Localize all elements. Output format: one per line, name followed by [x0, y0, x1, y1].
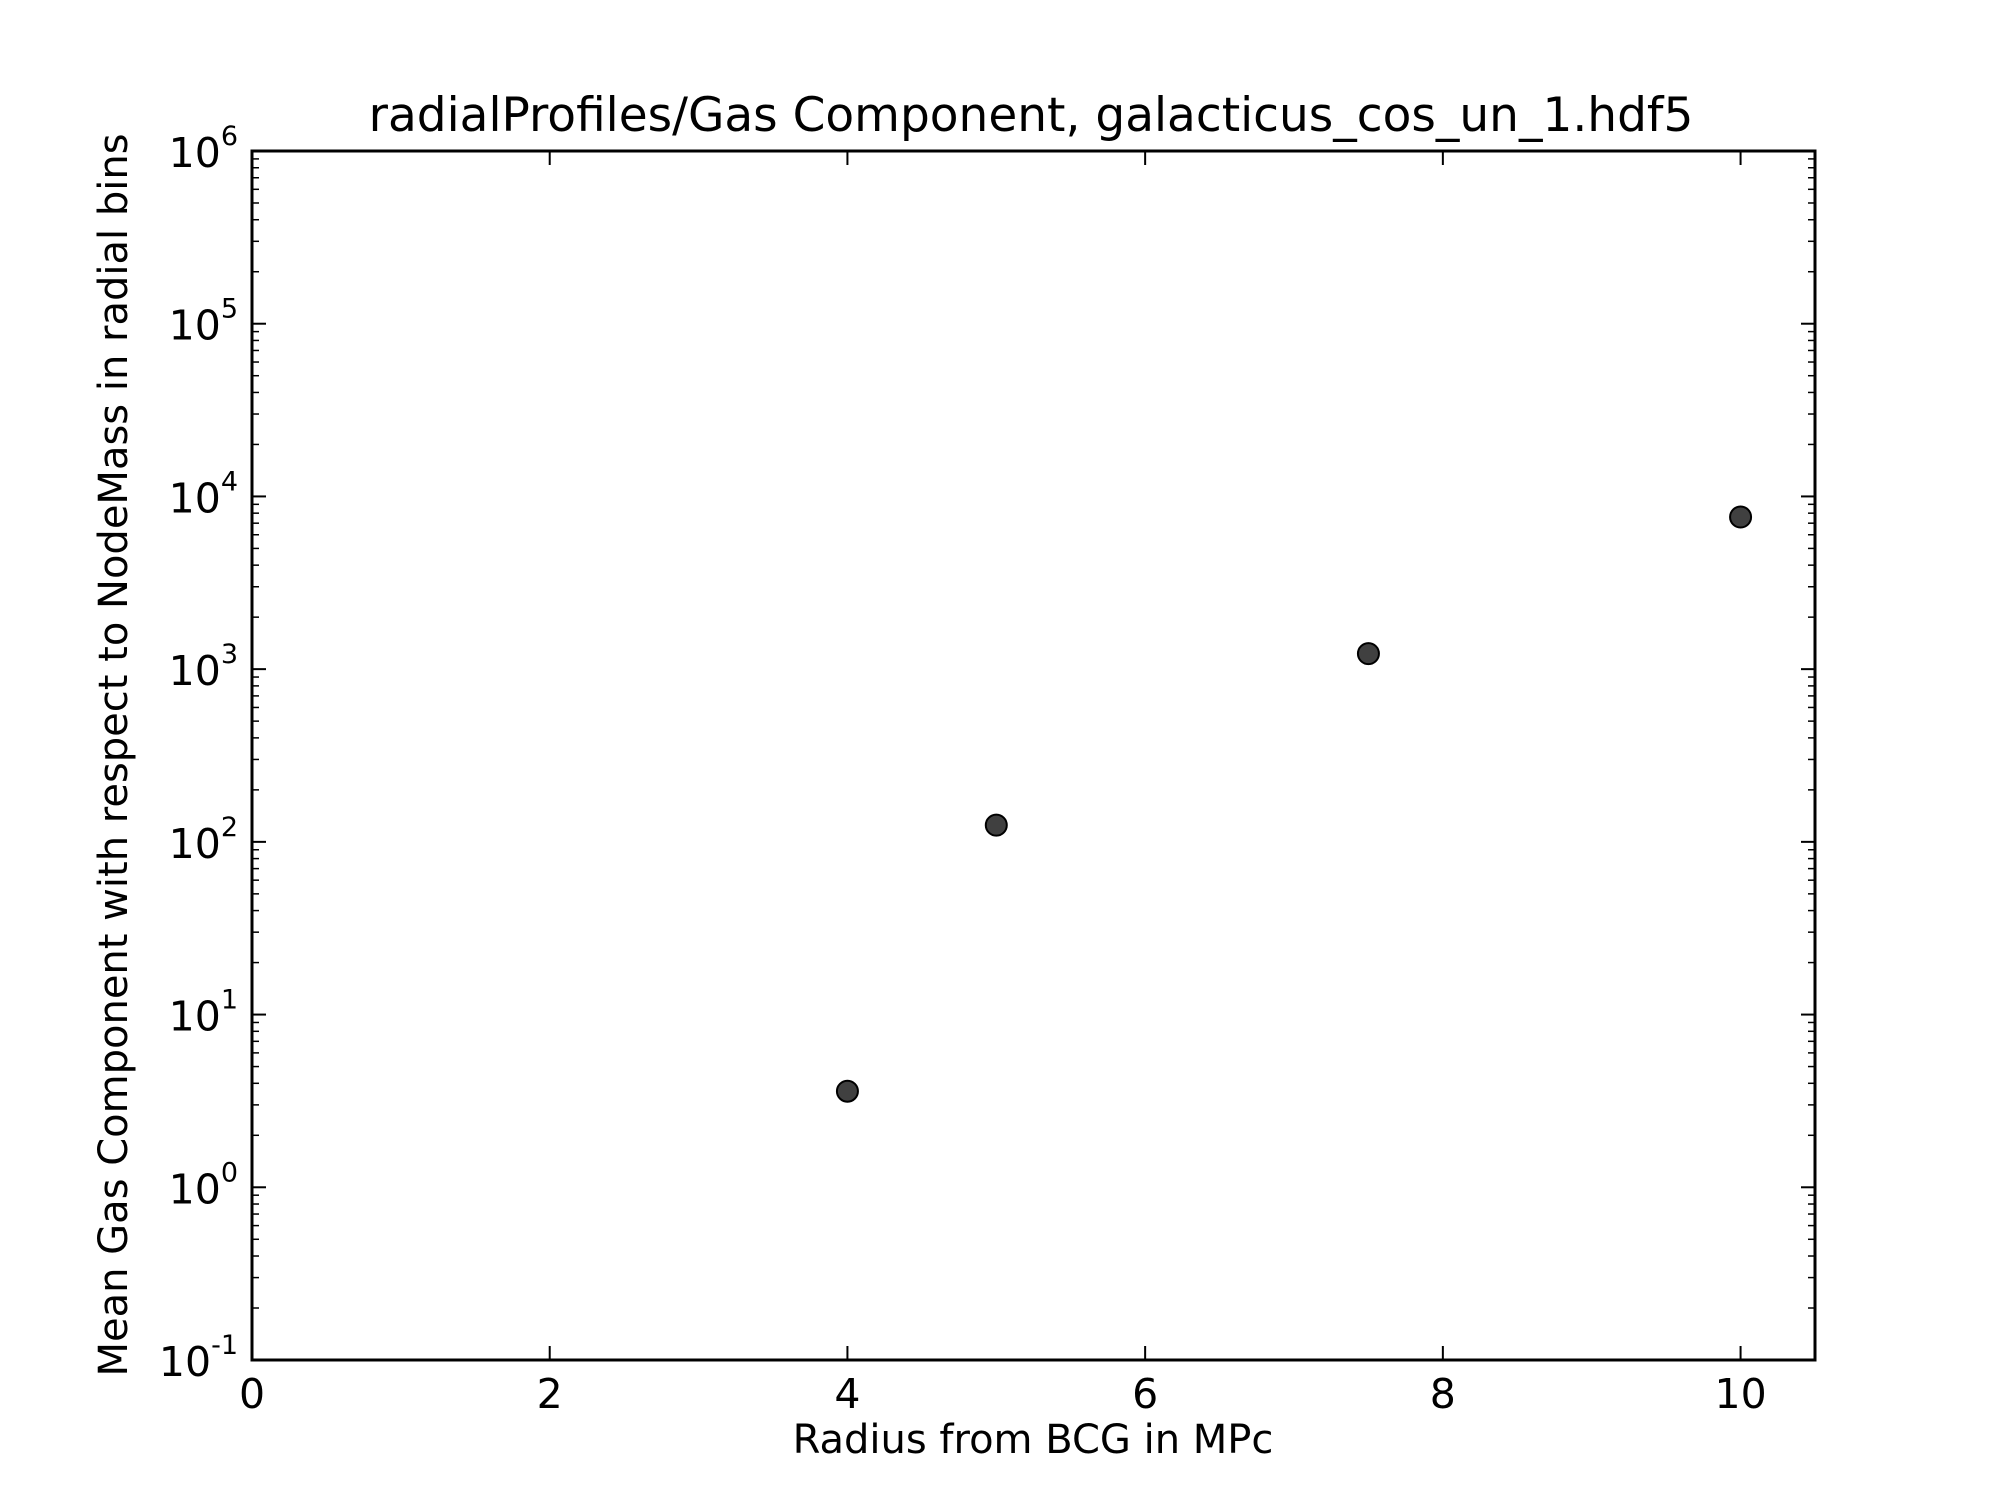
- y-tick-label: 106: [169, 121, 238, 177]
- y-tick-base: 10: [169, 474, 221, 522]
- y-tick-exponent: 2: [221, 812, 238, 843]
- y-tick-exponent: 1: [221, 985, 238, 1016]
- y-tick-exponent: 3: [221, 639, 238, 670]
- plot-area-frame: [250, 149, 1817, 1362]
- y-tick-exponent: 5: [221, 294, 238, 325]
- y-tick-base: 10: [169, 1165, 221, 1213]
- chart-title: radialProfiles/Gas Component, galacticus…: [369, 88, 1694, 143]
- data-points: [835, 505, 1753, 1103]
- y-tick-base: 10: [159, 1338, 211, 1386]
- data-point: [984, 813, 1008, 837]
- y-tick-label: 10-1: [159, 1330, 238, 1386]
- y-tick-label: 102: [169, 812, 238, 868]
- y-tick-base: 10: [169, 993, 221, 1041]
- x-tick-label: 4: [834, 1370, 860, 1418]
- data-point: [835, 1079, 859, 1103]
- x-tick-label: 6: [1132, 1370, 1158, 1418]
- y-tick-exponent: 0: [221, 1157, 238, 1188]
- y-tick-exponent: 6: [221, 121, 238, 152]
- y-tick-base: 10: [169, 647, 221, 695]
- y-axis-label: Mean Gas Component with respect to NodeM…: [91, 133, 137, 1376]
- y-tick-base: 10: [169, 129, 221, 177]
- x-tick-label: 8: [1430, 1370, 1456, 1418]
- data-point: [1356, 642, 1380, 666]
- x-tick-label: 0: [239, 1370, 265, 1418]
- y-tick-label: 104: [169, 466, 238, 522]
- y-tick-label: 100: [169, 1157, 238, 1213]
- x-axis-label: Radius from BCG in MPc: [793, 1417, 1274, 1463]
- data-point: [1729, 505, 1753, 529]
- y-tick-label: 103: [169, 639, 238, 695]
- y-tick-exponent: 4: [221, 466, 238, 497]
- x-tick-label: 10: [1714, 1370, 1766, 1418]
- y-tick-base: 10: [169, 820, 221, 868]
- y-tick-base: 10: [169, 302, 221, 350]
- y-tick-exponent: -1: [211, 1330, 238, 1361]
- axis-ticks: [251, 150, 1815, 1361]
- y-tick-label: 105: [169, 294, 238, 350]
- y-tick-label: 101: [169, 985, 238, 1041]
- x-tick-label: 2: [537, 1370, 563, 1418]
